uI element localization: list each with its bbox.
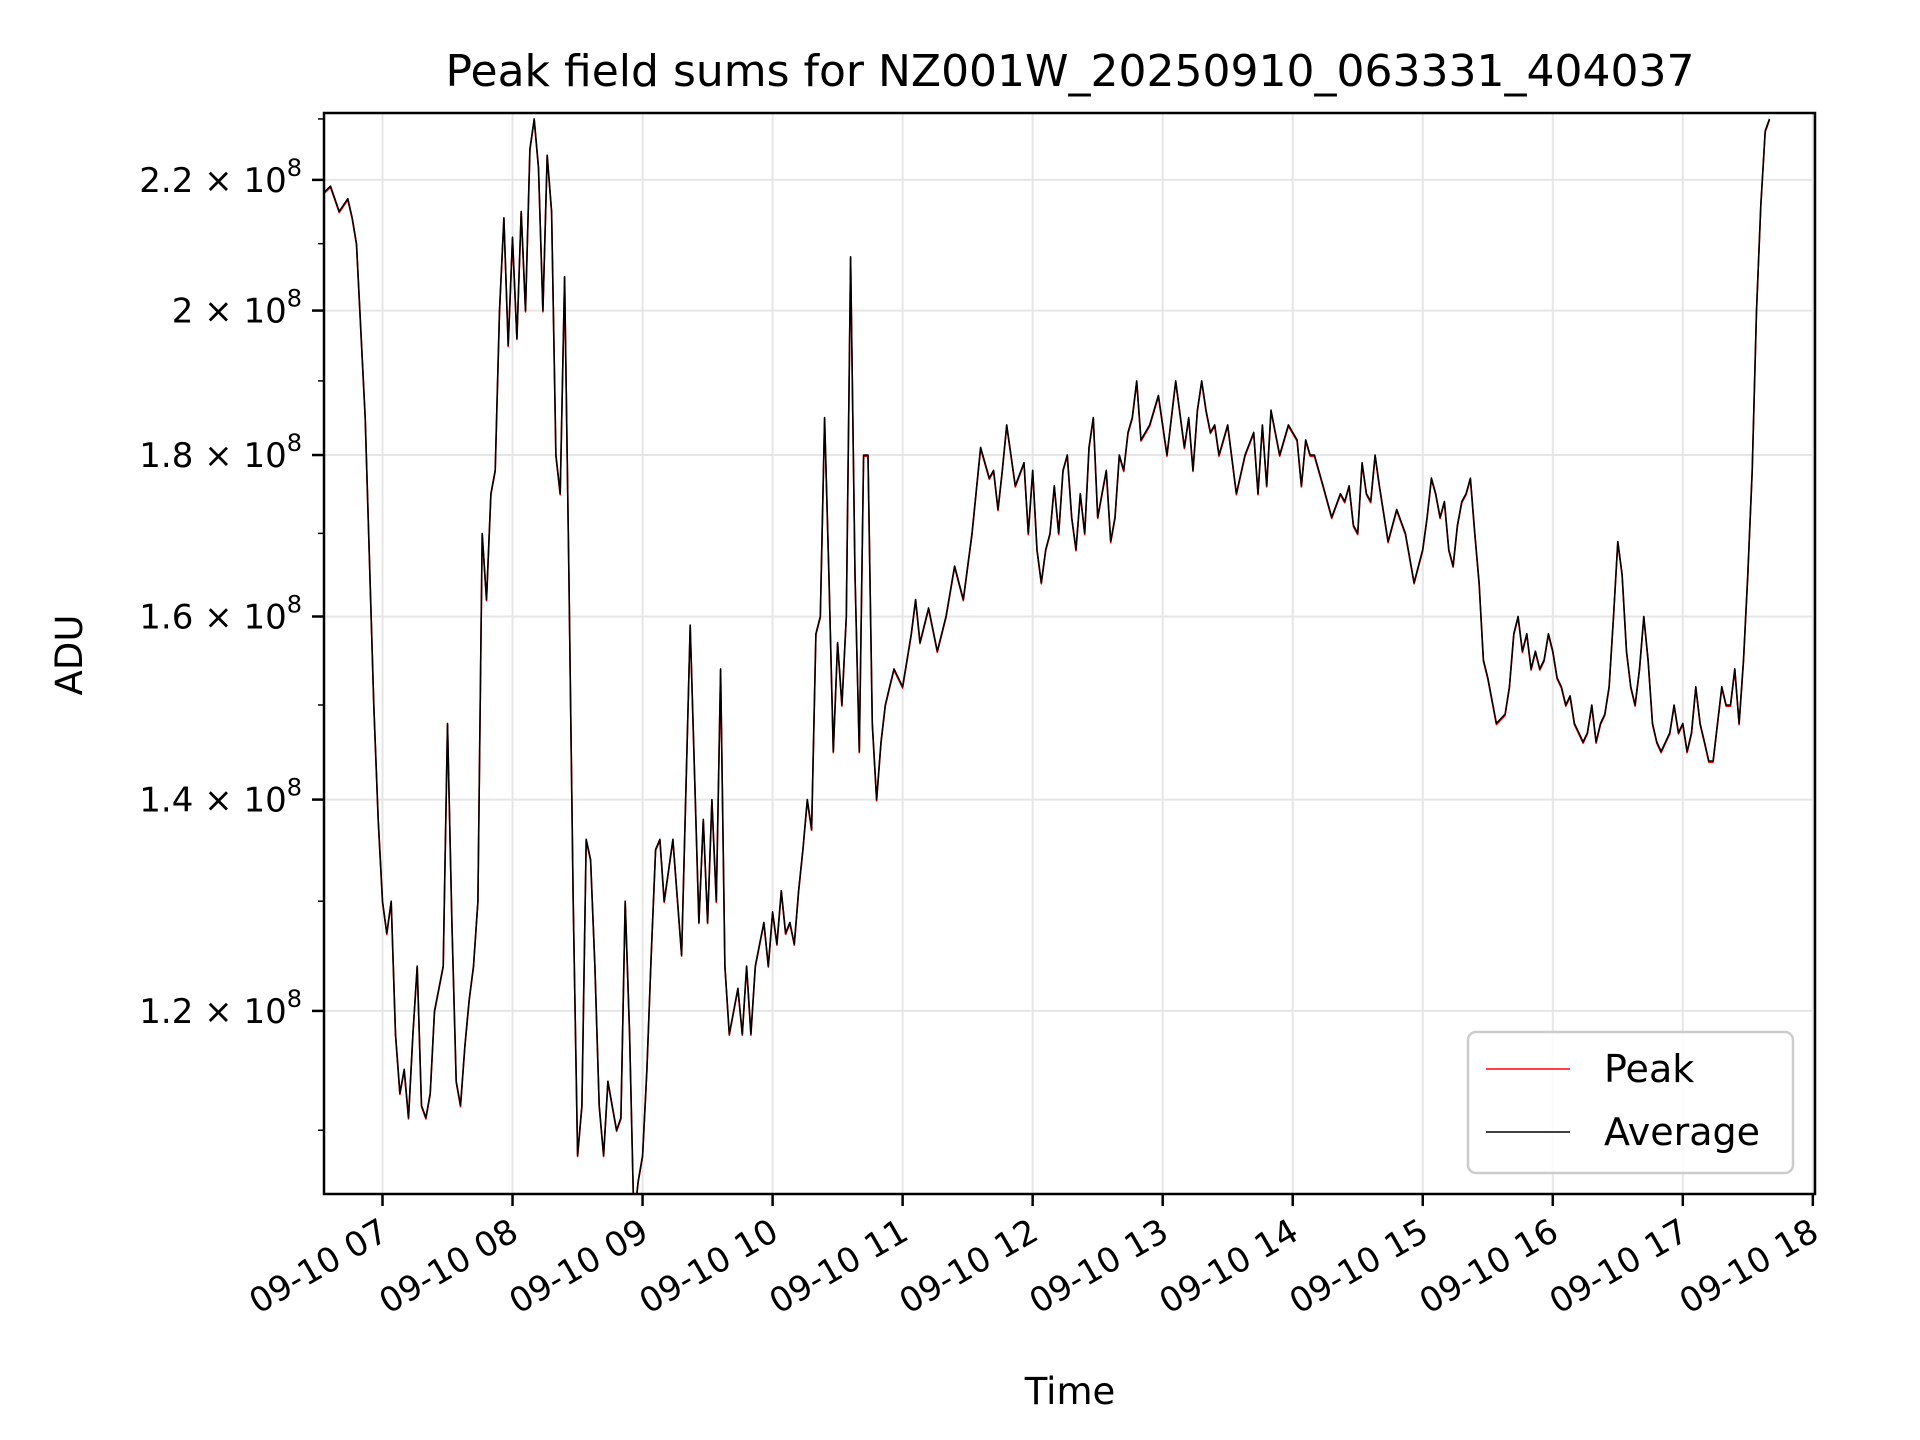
- legend-box: [1466, 1030, 1795, 1175]
- series-line-average: [324, 118, 1771, 1194]
- series-layer: [324, 118, 1771, 1194]
- legend-label-average: Average: [1604, 1110, 1760, 1154]
- y-tick-label: 1.6 × 108: [139, 591, 302, 638]
- y-axis-label: ADU: [48, 615, 91, 696]
- grid-layer: [324, 113, 1815, 1194]
- y-axis-ticks: 1.2 × 108 1.4 × 108 1.6 × 108 1.8 × 108 2 × …: [139, 118, 324, 1131]
- legend: Peak Average: [1466, 1030, 1795, 1175]
- y-tick-label: 1.2 × 108: [139, 985, 302, 1032]
- y-tick-label: 1.4 × 108: [139, 774, 302, 821]
- x-axis-label: Time: [1024, 1370, 1116, 1413]
- y-tick-label: 1.8 × 108: [139, 429, 302, 476]
- plot-area-frame: [322, 111, 1817, 1196]
- chart-title: Peak field sums for NZ001W_20250910_0633…: [446, 46, 1695, 97]
- y-tick-label: 2.2 × 108: [139, 154, 302, 201]
- y-tick-label: 2 × 108: [172, 285, 302, 332]
- legend-label-peak: Peak: [1604, 1047, 1694, 1091]
